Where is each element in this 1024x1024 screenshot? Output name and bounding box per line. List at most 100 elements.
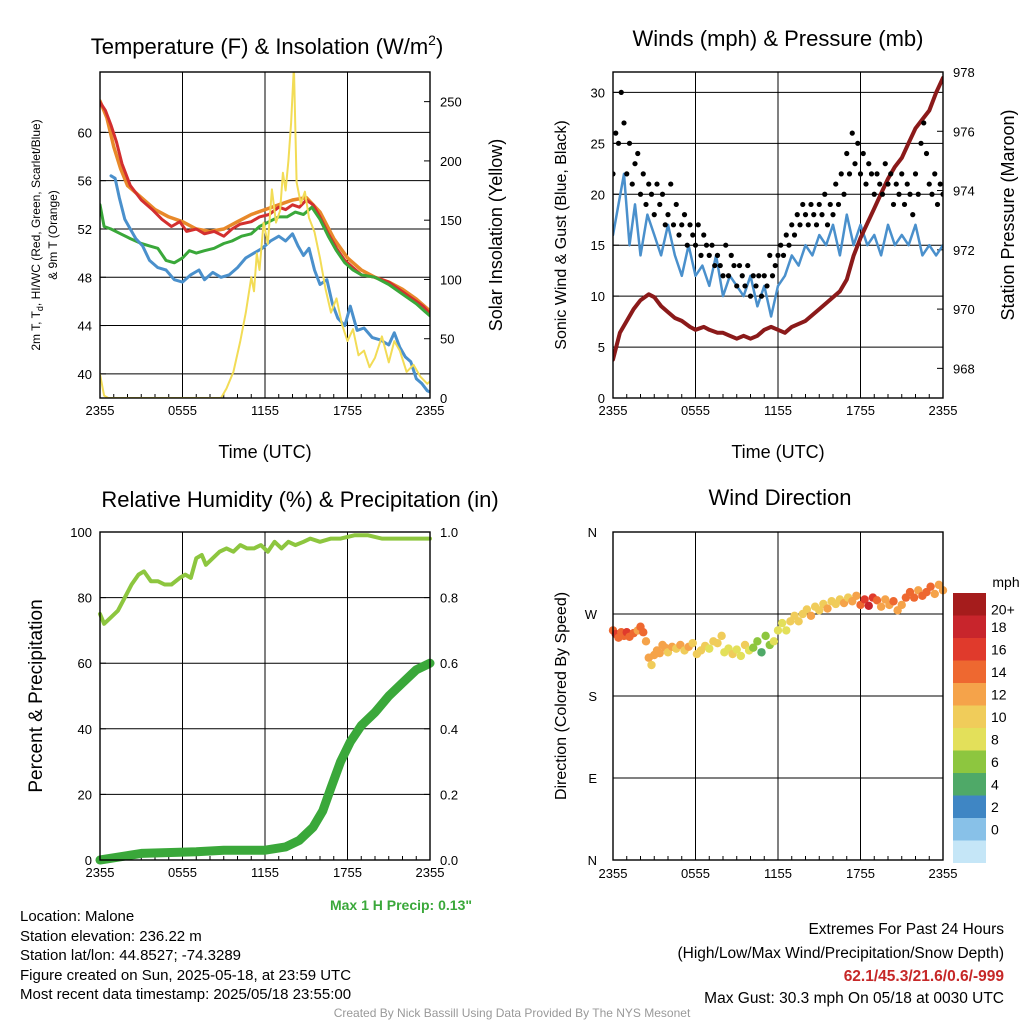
gust-point (910, 212, 916, 218)
gust-point (871, 191, 877, 197)
gust-point (681, 212, 688, 218)
gust-point (767, 252, 773, 258)
gust-point (808, 201, 814, 208)
dir-ytick-label: N (588, 525, 597, 540)
direction-point (802, 605, 812, 614)
gust-point (632, 161, 638, 167)
wind-ytick-label: 5 (598, 340, 605, 355)
gust-point (805, 222, 811, 228)
gust-point (747, 293, 754, 299)
rh-frame (99, 531, 431, 861)
gust-point (877, 181, 883, 187)
gust-point (879, 191, 886, 197)
wind-lines (613, 75, 943, 362)
colorbar-swatch (953, 705, 986, 728)
gust-point (797, 222, 803, 228)
gust-point (937, 181, 943, 187)
gust-point (698, 252, 704, 258)
gust-point (882, 161, 888, 167)
colorbar-label: 14 (991, 664, 1007, 680)
direction-point (757, 648, 766, 657)
colorbar: mph 20+18 16 14 12 10 8 6 4 2 0 (953, 574, 1020, 863)
wind-xtick-label: 1155 (764, 403, 792, 418)
max-precip-annotation: Max 1 H Precip: 0.13" (330, 897, 472, 913)
gust-point (813, 222, 820, 228)
gust-point (712, 262, 718, 269)
gust-point (890, 201, 897, 208)
gust-point (706, 252, 712, 258)
colorbar-swatch (953, 773, 986, 796)
gust-point (791, 232, 798, 238)
wind-xtick-label: 2355 (599, 403, 628, 418)
colorbar-swatch (953, 818, 986, 841)
colorbar-swatch (953, 638, 986, 661)
direction-point (815, 606, 824, 615)
gust-point (932, 171, 938, 177)
gust-point (684, 242, 690, 248)
temp-xtick-label: 2355 (416, 403, 445, 418)
temp-xtick-label: 0555 (168, 403, 197, 418)
colorbar-swatch (953, 750, 986, 773)
rh-y2tick-label: 0.4 (440, 722, 458, 737)
dir-xtick-label: 2355 (929, 866, 958, 881)
colorbar-label: 6 (991, 754, 999, 770)
gust-point (896, 191, 902, 197)
direction-point (773, 626, 783, 635)
wind-ytick-label: 15 (591, 238, 605, 253)
extremes-values: 62.1/45.3/21.6/0.6/-999 (843, 968, 1004, 985)
colorbar-label: 20+ (991, 602, 1015, 618)
direction-point (872, 596, 882, 605)
temp-xtick-label: 1755 (333, 403, 362, 418)
gust-point (745, 262, 751, 269)
gust-point (824, 222, 831, 228)
gust-point (734, 283, 740, 289)
gust-point (929, 191, 935, 197)
temp-ytick-label: 52 (78, 222, 92, 237)
rh-y2tick-label: 0.2 (440, 787, 458, 802)
temp-y2tick-label: 150 (440, 213, 462, 228)
gust-point (750, 273, 756, 279)
gust-point (736, 262, 743, 269)
elevation-text: Station elevation: 236.22 m (20, 927, 202, 945)
gust-point (703, 242, 710, 248)
rh-panel: 2355 0555 1155 1755 23550204060801000.00.20.… (26, 487, 499, 913)
temp-frame (99, 71, 431, 399)
colorbar-label: 8 (991, 732, 999, 748)
dir-ytick-label: W (585, 607, 598, 622)
dir-xtick-label: 1155 (764, 866, 792, 881)
gust-point (783, 232, 789, 238)
gust-point (923, 150, 930, 157)
max-gust-text: Max Gust: 30.3 mph On 05/18 at 0030 UTC (704, 989, 1004, 1007)
direction-point (641, 637, 651, 646)
gust-point (918, 140, 924, 146)
rh-y2tick-label: 0.0 (440, 853, 458, 868)
colorbar-swatch (953, 840, 986, 863)
wind-y2label: Station Pressure (Maroon) (998, 109, 1018, 320)
gust-point (701, 232, 707, 238)
direction-point (782, 626, 791, 635)
colorbar-swatch (953, 795, 986, 818)
wind-ytick-label: 25 (591, 136, 605, 151)
direction-point (794, 617, 803, 626)
colorbar-swatch (953, 660, 986, 683)
direction-point (777, 618, 787, 628)
gust-point (934, 201, 941, 208)
gust-point (874, 171, 880, 177)
gust-point (725, 273, 732, 279)
rh-title: Relative Humidity (%) & Precipitation (i… (101, 487, 498, 512)
temp-y2tick-label: 100 (440, 272, 462, 287)
gust-point (662, 222, 668, 228)
gust-point (841, 191, 847, 197)
gust-point (626, 140, 633, 146)
temp-y2label: Solar Insolation (Yellow) (486, 139, 506, 331)
gust-point (893, 181, 899, 187)
gust-point (673, 201, 679, 208)
wind-panel: 2355 0555 1155 1755 235505101520253096897097… (553, 26, 1018, 462)
colorbar-swatch (953, 593, 986, 616)
wind-speed-line (613, 172, 943, 318)
gust-point (789, 222, 795, 228)
gust-point (723, 242, 729, 248)
direction-point (926, 582, 935, 591)
gust-point (629, 181, 635, 187)
